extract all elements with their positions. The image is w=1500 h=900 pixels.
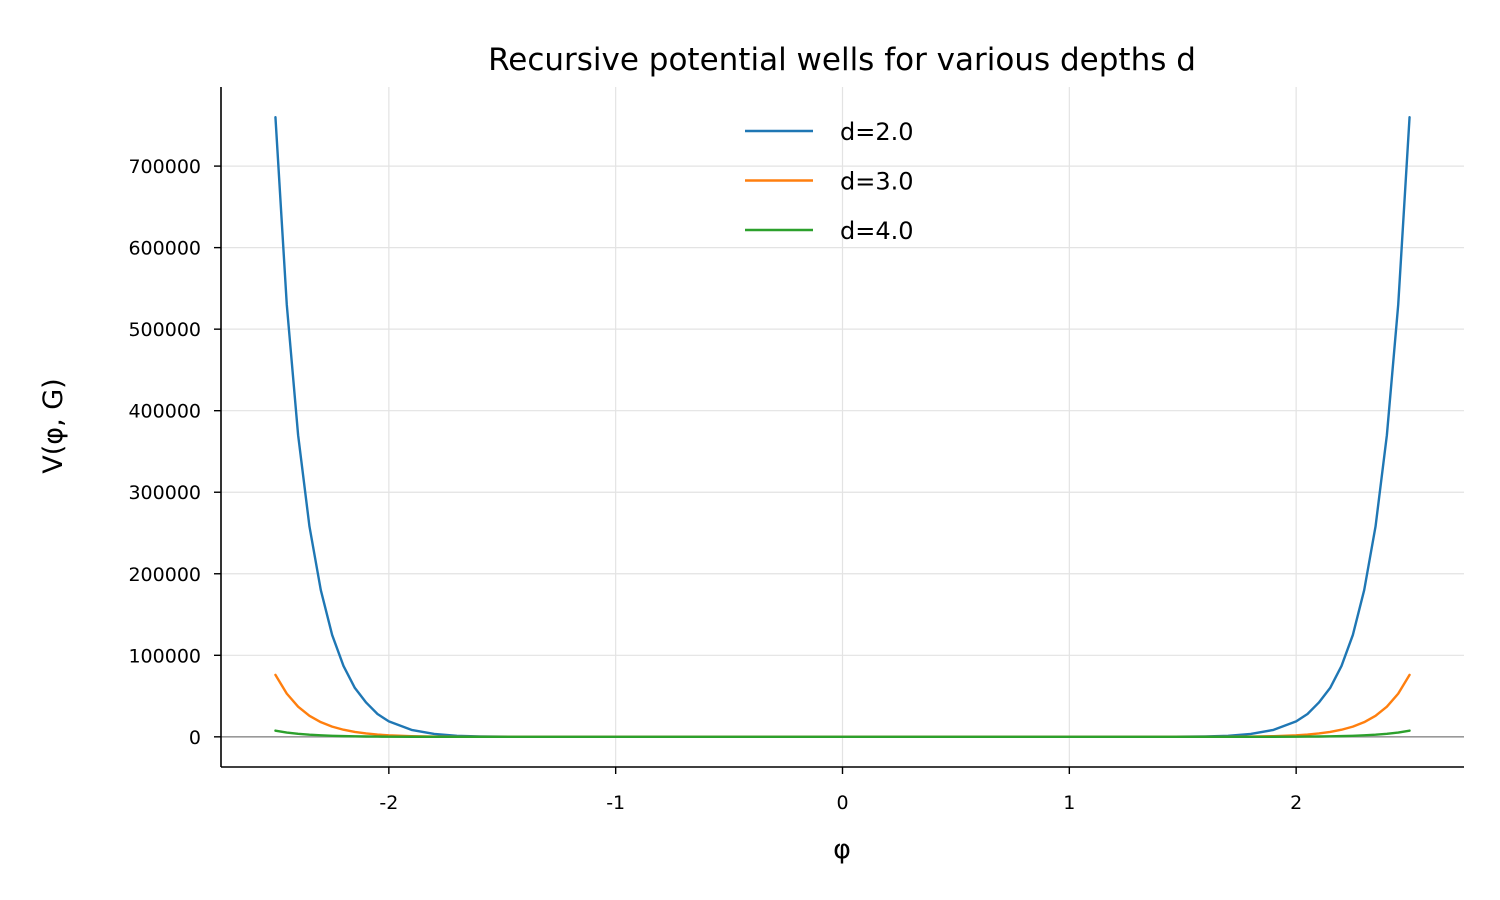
x-tick-label: 0 bbox=[836, 792, 848, 814]
y-tick-label: 500000 bbox=[128, 319, 201, 341]
legend-label: d=4.0 bbox=[840, 217, 914, 245]
x-tick-label: 2 bbox=[1290, 792, 1302, 814]
y-tick-label: 0 bbox=[189, 727, 201, 749]
y-tick-label: 700000 bbox=[128, 156, 201, 178]
y-axis-label: V(φ, G) bbox=[38, 378, 69, 473]
y-tick-label: 400000 bbox=[128, 401, 201, 423]
legend-label: d=3.0 bbox=[840, 168, 914, 196]
y-tick-label: 200000 bbox=[128, 564, 201, 586]
ticks-layer: -2 -1 0 1 2 0 100000 200000 300000 400000 500000 60… bbox=[128, 156, 1302, 814]
legend: d=2.0 d=3.0 d=4.0 bbox=[745, 118, 914, 245]
x-tick-label: 1 bbox=[1063, 792, 1075, 814]
y-tick-label: 100000 bbox=[128, 645, 201, 667]
series-layer bbox=[274, 115, 1411, 739]
x-tick-label: -2 bbox=[379, 792, 398, 814]
legend-label: d=2.0 bbox=[840, 118, 914, 146]
x-tick-label: -1 bbox=[606, 792, 625, 814]
x-axis-label: φ bbox=[833, 834, 851, 865]
series-line-d=4.0 bbox=[274, 729, 1411, 739]
y-tick-label: 300000 bbox=[128, 482, 201, 504]
chart-title: Recursive potential wells for various de… bbox=[488, 42, 1196, 78]
y-tick-label: 600000 bbox=[128, 238, 201, 260]
